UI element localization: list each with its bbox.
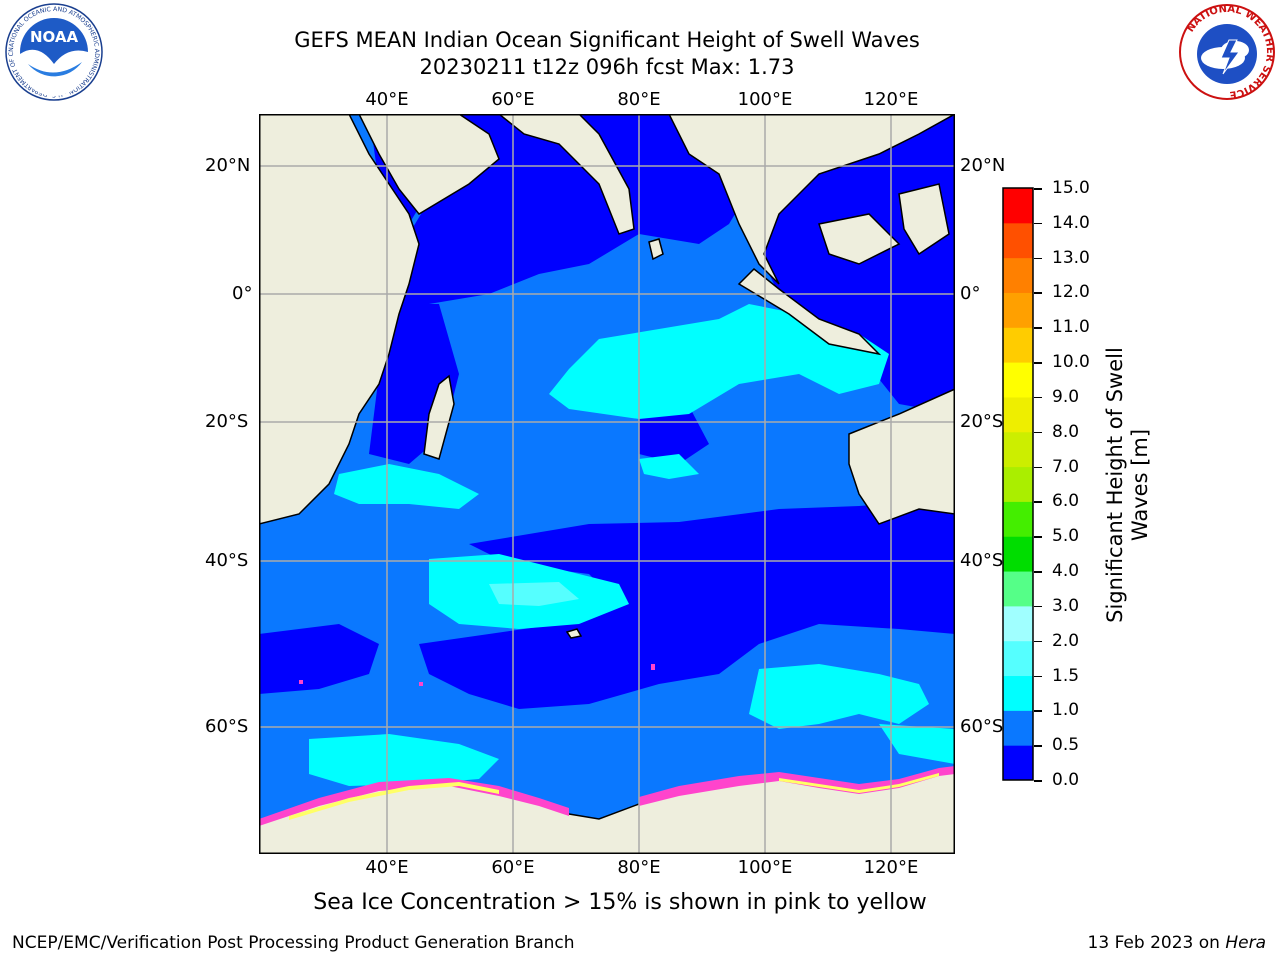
noaa-logo: NATIONAL OCEANIC AND ATMOSPHERIC ADMINIS… xyxy=(4,2,103,101)
colorbar-tick-label: 11.0 xyxy=(1052,317,1090,338)
colorbar-tick-mark xyxy=(1034,501,1042,503)
lat-label-left: 20°N xyxy=(205,155,251,176)
lon-label-bottom: 40°E xyxy=(365,857,409,878)
colorbar-bin xyxy=(1003,222,1033,259)
colorbar-label-line2: Waves [m] xyxy=(1128,428,1152,542)
colorbar-tick-mark xyxy=(1034,431,1042,434)
colorbar-tick-label: 8.0 xyxy=(1052,421,1080,442)
colorbar-tick-mark xyxy=(1034,536,1042,538)
lat-label-right: 20°N xyxy=(960,155,1006,176)
lon-label-top: 60°E xyxy=(491,89,535,110)
colorbar-tick-mark xyxy=(1034,396,1042,399)
sea-ice-note: Sea Ice Concentration > 15% is shown in … xyxy=(313,890,927,915)
colorbar-bin xyxy=(1003,640,1033,677)
lon-label-top: 80°E xyxy=(617,89,661,110)
chart-subtitle: 20230211 t12z 096h fcst Max: 1.73 xyxy=(419,55,795,79)
colorbar-tick-label: 15.0 xyxy=(1052,178,1090,198)
colorbar-tick-label: 6.0 xyxy=(1052,491,1080,512)
colorbar-bin xyxy=(1003,327,1033,363)
colorbar-tick-label: 13.0 xyxy=(1052,247,1090,268)
colorbar-tick-mark xyxy=(1034,640,1042,643)
lon-label-bottom: 80°E xyxy=(617,857,661,878)
colorbar-bin xyxy=(1003,396,1033,433)
colorbar-bin xyxy=(1003,745,1033,781)
colorbar-tick-mark xyxy=(1034,710,1042,712)
colorbar-bin xyxy=(1003,710,1033,746)
colorbar-tick-label: 4.0 xyxy=(1052,561,1080,582)
footer-date: 13 Feb 2023 on Hera xyxy=(1088,932,1266,954)
colorbar-tick-label: 12.0 xyxy=(1052,282,1090,303)
colorbar-bin xyxy=(1003,536,1033,572)
colorbar-bin xyxy=(1003,571,1033,607)
lon-label-top: 100°E xyxy=(737,89,793,110)
colorbar-tick-label: 10.0 xyxy=(1052,352,1090,373)
noaa-logo-text: NOAA xyxy=(30,28,79,46)
colorbar-tick-mark xyxy=(1034,466,1042,469)
lon-label-top: 120°E xyxy=(863,89,919,110)
colorbar-bin xyxy=(1003,466,1033,502)
lat-label-right: 40°S xyxy=(960,550,1004,571)
colorbar-tick-label: 0.5 xyxy=(1052,735,1080,756)
lat-label-right: 60°S xyxy=(960,716,1004,737)
colorbar-tick-label: 14.0 xyxy=(1052,212,1090,233)
colorbar-tick-mark xyxy=(1034,222,1042,225)
lat-label-left: 0° xyxy=(232,283,253,304)
colorbar-tick-mark xyxy=(1034,327,1042,329)
colorbar-tick-label: 1.5 xyxy=(1052,665,1080,686)
swell-height-map xyxy=(259,114,955,854)
colorbar-bin xyxy=(1003,431,1033,468)
colorbar-tick-label: 2.0 xyxy=(1052,630,1080,651)
lon-label-bottom: 120°E xyxy=(863,857,919,878)
chart-title: GEFS MEAN Indian Ocean Significant Heigh… xyxy=(294,28,920,52)
lat-label-left: 20°S xyxy=(205,411,249,432)
gridlines xyxy=(259,114,955,854)
lon-label-bottom: 60°E xyxy=(491,857,535,878)
colorbar xyxy=(1002,187,1034,781)
colorbar-bin xyxy=(1003,362,1033,398)
swell-high-regions xyxy=(489,582,579,606)
lat-label-left: 40°S xyxy=(205,550,249,571)
colorbar-tick-label: 5.0 xyxy=(1052,526,1080,547)
colorbar-tick-mark xyxy=(1034,292,1042,294)
lat-label-left: 60°S xyxy=(205,716,249,737)
colorbar-tick-mark xyxy=(1034,675,1042,678)
lon-label-top: 40°E xyxy=(365,89,409,110)
colorbar-tick-mark xyxy=(1034,571,1042,573)
colorbar-tick-label: 9.0 xyxy=(1052,386,1080,407)
colorbar-label: Significant Height of Swell Waves [m] xyxy=(1103,315,1153,655)
colorbar-bin xyxy=(1003,188,1033,224)
colorbar-tick-label: 0.0 xyxy=(1052,770,1080,790)
colorbar-tick-mark xyxy=(1034,362,1042,364)
colorbar-tick-mark xyxy=(1034,257,1042,260)
colorbar-tick-label: 3.0 xyxy=(1052,595,1080,616)
colorbar-tick-mark xyxy=(1034,605,1042,608)
colorbar-label-line1: Significant Height of Swell xyxy=(1103,347,1127,623)
colorbar-bin xyxy=(1003,292,1033,328)
colorbar-bin xyxy=(1003,605,1033,642)
colorbar-bin xyxy=(1003,257,1033,293)
footer-branch: NCEP/EMC/Verification Post Processing Pr… xyxy=(12,933,575,953)
colorbar-tick-label: 1.0 xyxy=(1052,700,1080,721)
map-frame xyxy=(259,114,955,854)
nws-logo: NATIONAL WEATHER SERVICE xyxy=(1179,4,1275,100)
lon-label-bottom: 100°E xyxy=(737,857,793,878)
colorbar-tick-mark xyxy=(1034,188,1042,190)
lat-label-right: 20°S xyxy=(960,411,1004,432)
colorbar-tick-mark xyxy=(1034,780,1042,782)
colorbar-tick-label: 7.0 xyxy=(1052,456,1080,477)
lat-label-right: 0° xyxy=(960,283,981,304)
footer-date-text: 13 Feb 2023 on xyxy=(1087,933,1220,953)
colorbar-bin xyxy=(1003,675,1033,711)
sea-ice-fringe xyxy=(259,664,955,826)
colorbar-tick-mark xyxy=(1034,745,1042,747)
footer-host: Hera xyxy=(1225,933,1266,953)
colorbar-bin xyxy=(1003,501,1033,537)
